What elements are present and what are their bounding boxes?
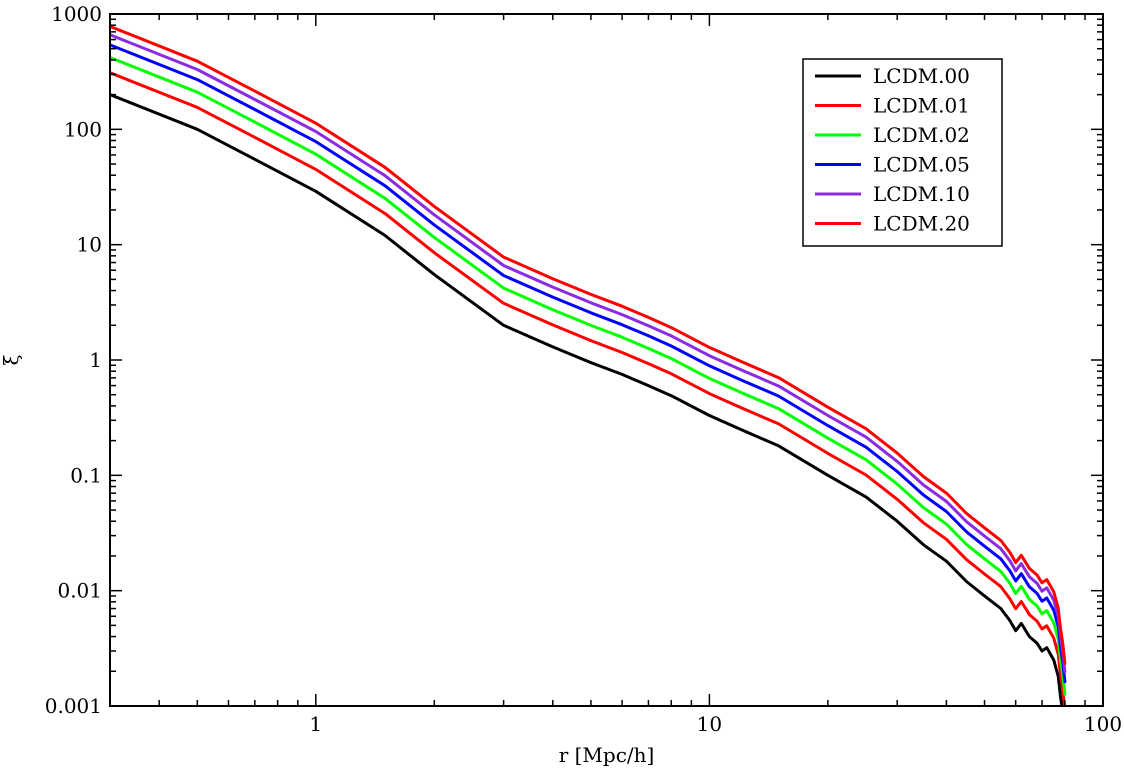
- series-line-lcdm-00: [110, 93, 1064, 706]
- y-tick-label: 0.001: [45, 694, 102, 718]
- legend: LCDM.00 LCDM.01 LCDM.02 LCDM.05 LCDM.10 LCDM.…: [802, 58, 1003, 247]
- plot-lines: [110, 24, 1067, 706]
- y-tick-label: 100: [64, 117, 102, 141]
- series-line-lcdm-01: [110, 71, 1067, 706]
- y-axis-title: ξ: [0, 354, 23, 365]
- x-tick-label: 10: [697, 712, 722, 736]
- series-line-lcdm-20: [110, 24, 1067, 665]
- series-line-lcdm-02: [110, 56, 1067, 696]
- legend-label: LCDM.01: [873, 94, 970, 118]
- series-line-lcdm-05: [110, 43, 1067, 684]
- y-tick-label: 0.1: [70, 463, 102, 487]
- legend-label: LCDM.10: [873, 182, 970, 206]
- legend-label: LCDM.05: [873, 153, 970, 177]
- legend-label: LCDM.20: [873, 212, 970, 236]
- x-tick-label: 1: [309, 712, 322, 736]
- y-tick-label: 0.01: [57, 579, 102, 603]
- legend-box: [802, 58, 1003, 247]
- axis-ticks: [109, 13, 1104, 707]
- x-axis-title: r [Mpc/h]: [559, 743, 655, 767]
- y-tick-label: 1: [89, 348, 102, 372]
- x-tick-label: 100: [1084, 712, 1122, 736]
- legend-label: LCDM.02: [873, 123, 970, 147]
- tick-labels: 1 10 100 0.001 0.01 0.1 1 10 100 1000: [45, 2, 1122, 736]
- legend-label: LCDM.00: [873, 64, 970, 88]
- y-tick-label: 10: [77, 233, 102, 257]
- y-tick-label: 1000: [51, 2, 102, 26]
- series-line-lcdm-10: [110, 33, 1067, 674]
